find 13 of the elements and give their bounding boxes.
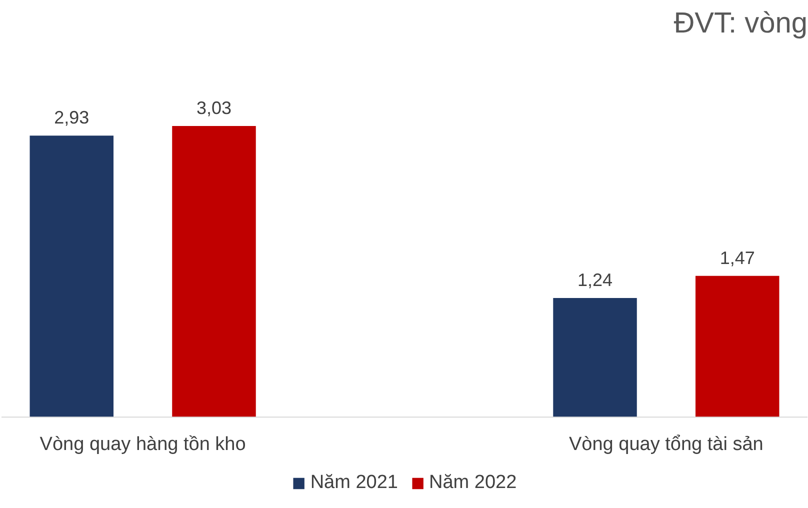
data-label: 3,03 bbox=[196, 98, 232, 118]
chart-title: ĐVT: vòng bbox=[674, 8, 808, 40]
data-label: 2,93 bbox=[54, 108, 90, 128]
bar bbox=[30, 136, 114, 418]
bar bbox=[695, 276, 780, 418]
bar bbox=[553, 298, 637, 418]
data-label: 1,47 bbox=[720, 248, 755, 268]
data-label: 1,24 bbox=[577, 270, 613, 290]
legend-label: Năm 2022 bbox=[429, 472, 517, 494]
bar bbox=[172, 126, 256, 418]
x-tick-label: Vòng quay hàng tồn kho bbox=[40, 434, 246, 455]
legend-label: Năm 2021 bbox=[310, 472, 398, 494]
x-tick-label: Vòng quay tổng tài sản bbox=[569, 434, 764, 455]
